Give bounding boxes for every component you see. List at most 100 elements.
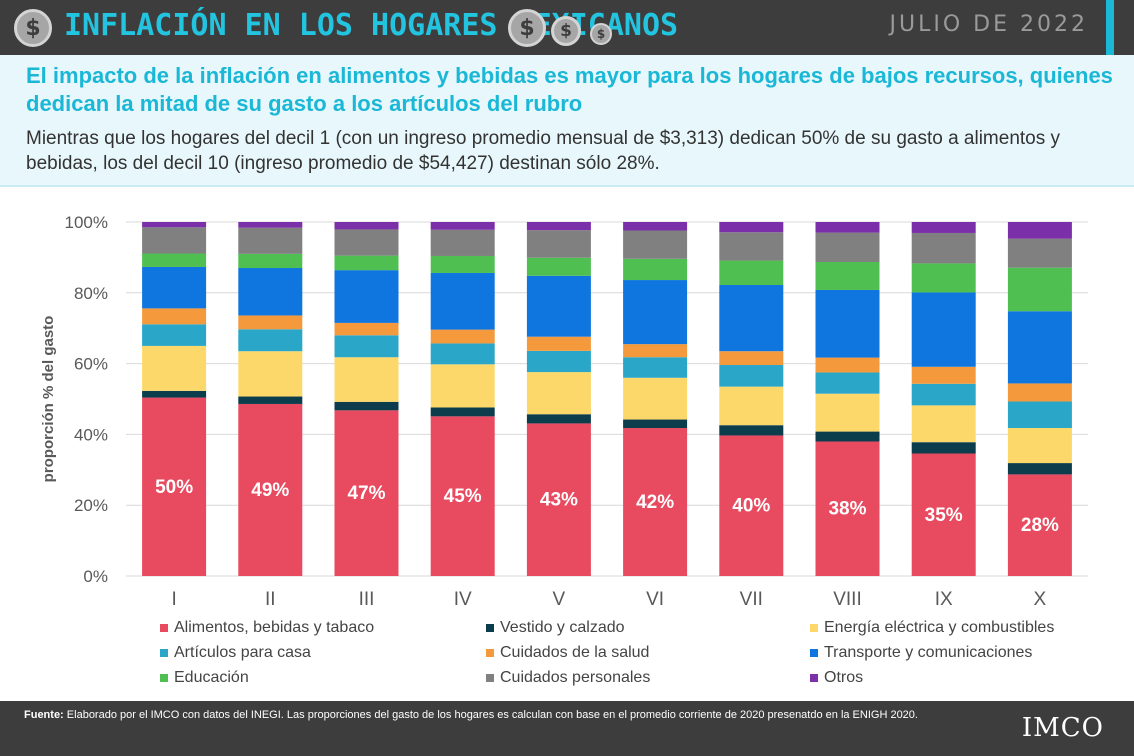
bar-segment-1-V xyxy=(526,423,591,576)
legend-swatch xyxy=(160,624,168,632)
dollar-coin-icon: $ xyxy=(551,16,581,46)
subtext: Mientras que los hogares del decil 1 (co… xyxy=(26,128,1061,174)
bar-segment-3-VI xyxy=(623,377,688,420)
legend-label: Alimentos, bebidas y tabaco xyxy=(174,619,375,636)
subtitle-band xyxy=(0,55,1134,187)
bar-segment-6-V xyxy=(526,275,591,337)
legend-item: Educación xyxy=(160,669,249,687)
x-tick-label: III xyxy=(359,589,375,610)
bar-segment-8-IV xyxy=(430,229,495,256)
bar-segment-7-IV xyxy=(430,255,495,273)
bar-segment-8-VII xyxy=(719,232,784,261)
bar-segment-2-I xyxy=(142,390,207,398)
footer-source: Fuente: Elaborado por el IMCO con datos … xyxy=(24,708,984,722)
bar-segment-2-VII xyxy=(719,425,784,436)
bar-segment-7-IX xyxy=(911,263,976,293)
bar-segment-5-IX xyxy=(911,366,976,384)
legend-swatch xyxy=(486,674,494,682)
bar-segment-7-II xyxy=(238,253,303,269)
bar-segment-8-I xyxy=(142,227,207,254)
bar-segment-2-VI xyxy=(623,419,688,429)
legend-item: Vestido y calzado xyxy=(486,619,625,637)
bar-segment-9-V xyxy=(526,222,591,231)
legend-item: Transporte y comunicaciones xyxy=(810,644,1032,662)
header-date: JULIO DE 2022 xyxy=(889,12,1088,37)
bar-segment-4-VIII xyxy=(815,372,880,394)
bar-segment-6-VIII xyxy=(815,289,880,358)
dollar-coin-icon: $ xyxy=(14,9,52,47)
data-label: 45% xyxy=(444,486,482,507)
legend-label: Cuidados personales xyxy=(500,669,651,686)
bar-segment-3-VII xyxy=(719,386,784,426)
bar-segment-2-IV xyxy=(430,407,495,417)
bar-segment-4-VI xyxy=(623,357,688,378)
bar-segment-4-V xyxy=(526,350,591,373)
bar-segment-7-X xyxy=(1007,267,1072,312)
bar-segment-5-I xyxy=(142,308,207,325)
legend-swatch xyxy=(160,674,168,682)
bar-segment-2-V xyxy=(526,414,591,424)
bar-segment-4-III xyxy=(334,335,399,358)
legend-label: Otros xyxy=(824,669,864,686)
bar-segment-4-IV xyxy=(430,343,495,365)
bar-segment-2-IX xyxy=(911,442,976,454)
footer-source-label: Fuente: xyxy=(24,709,64,721)
data-label: 49% xyxy=(251,480,289,501)
legend-swatch xyxy=(486,649,494,657)
bar-segment-8-III xyxy=(334,229,399,256)
bar-segment-9-VII xyxy=(719,222,784,233)
legend-swatch xyxy=(810,649,818,657)
data-label: 47% xyxy=(347,483,385,504)
bar-segment-9-IV xyxy=(430,222,495,230)
bar-segment-2-X xyxy=(1007,463,1072,475)
bar-segment-9-VIII xyxy=(815,222,880,233)
bar-segment-3-III xyxy=(334,357,399,402)
legend-swatch xyxy=(810,674,818,682)
bar-segment-8-X xyxy=(1007,238,1072,268)
bar-segment-9-X xyxy=(1007,222,1072,239)
legend-item: Alimentos, bebidas y tabaco xyxy=(160,619,374,637)
bar-segment-7-I xyxy=(142,253,207,267)
bar-segment-7-V xyxy=(526,257,591,276)
data-label: 38% xyxy=(828,499,866,520)
bar-segment-1-VI xyxy=(623,428,688,576)
bar-segment-4-VII xyxy=(719,365,784,387)
bar-segment-6-II xyxy=(238,268,303,316)
bar-segment-6-III xyxy=(334,270,399,323)
bar-segment-8-IX xyxy=(911,232,976,264)
bar-segment-6-X xyxy=(1007,311,1072,384)
header-title: INFLACIÓN EN LOS HOGARES MEXICANOS xyxy=(64,8,679,43)
bar-segment-2-III xyxy=(334,401,399,411)
data-label: 50% xyxy=(155,477,193,498)
bar-segment-1-X xyxy=(1007,474,1072,576)
footer-bar: Fuente: Elaborado por el IMCO con datos … xyxy=(0,701,1134,756)
bar-segment-5-III xyxy=(334,322,399,336)
bar-segment-1-IX xyxy=(911,453,976,576)
legend-swatch xyxy=(486,624,494,632)
bar-segment-5-VII xyxy=(719,351,784,366)
bar-segment-8-V xyxy=(526,230,591,258)
x-tick-label: X xyxy=(1034,589,1047,610)
footer-source-text: Elaborado por el IMCO con datos del INEG… xyxy=(66,709,918,721)
bar-segment-6-IX xyxy=(911,292,976,367)
y-tick-label: 60% xyxy=(74,355,108,374)
bar-segment-8-II xyxy=(238,227,303,254)
legend-label: Energía eléctrica y combustibles xyxy=(824,619,1055,636)
bar-segment-8-VI xyxy=(623,230,688,259)
y-tick-label: 0% xyxy=(83,567,108,586)
bar-segment-4-II xyxy=(238,329,303,352)
bar-segment-1-IV xyxy=(430,416,495,576)
bar-segment-4-IX xyxy=(911,383,976,406)
bar-segment-5-V xyxy=(526,336,591,351)
bar-segment-3-II xyxy=(238,351,303,397)
bar-segment-3-I xyxy=(142,345,207,391)
bar-segment-1-I xyxy=(142,397,207,576)
bar-segment-5-IV xyxy=(430,329,495,344)
y-tick-label: 40% xyxy=(74,425,108,444)
bar-segment-9-II xyxy=(238,222,303,228)
imco-logo: IMCO xyxy=(1021,713,1104,743)
bar-segment-7-VII xyxy=(719,260,784,286)
legend-label: Artículos para casa xyxy=(174,644,311,661)
bar-segment-9-VI xyxy=(623,222,688,231)
data-label: 43% xyxy=(540,490,578,511)
